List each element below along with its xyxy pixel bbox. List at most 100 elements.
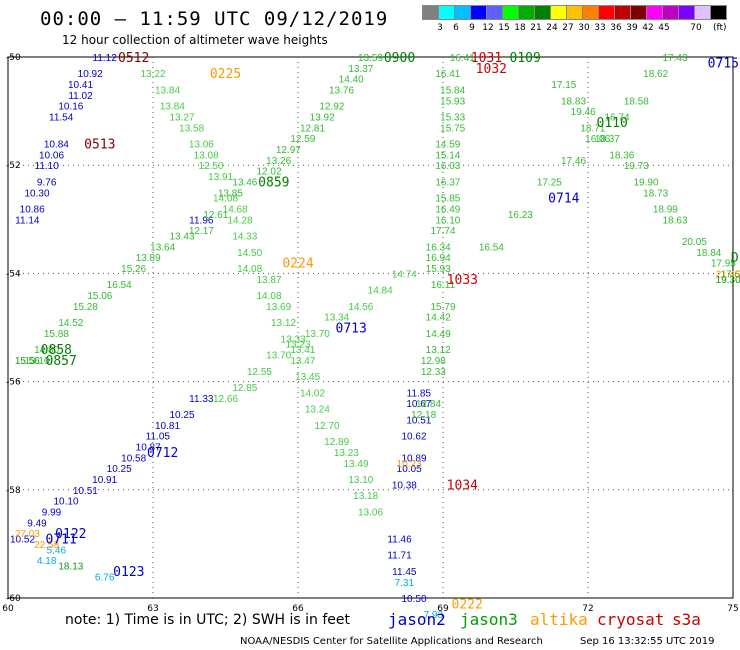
swh-value-jason3: 19.90 — [633, 177, 658, 188]
swh-value-jason3: 18.62 — [643, 69, 668, 80]
swh-value-jason3: 18.63 — [662, 215, 687, 226]
track-time-label: 0713 — [336, 322, 367, 337]
swh-value-jason3: 16.74 — [604, 113, 629, 124]
track-time-label: 0859 — [258, 175, 289, 190]
legend-item-cryosat: cryosat — [597, 610, 665, 629]
swh-value-jason3: 15.84 — [440, 85, 465, 96]
swh-value-jason2: 11.71 — [387, 551, 412, 562]
swh-value-light: 14.33 — [232, 232, 257, 243]
swh-value-jason3: 20.05 — [682, 237, 707, 248]
swh-value-jason3: 12.97 — [276, 145, 301, 156]
swh-value-green: 19.30 — [716, 275, 740, 286]
swh-value-jason3: 15.33 — [440, 113, 465, 124]
swh-value-light: 14.08 — [237, 264, 262, 275]
plot-frame — [7, 56, 734, 599]
swh-value-jason3: 13.92 — [310, 113, 335, 124]
swh-value-jason3: 15.28 — [73, 302, 98, 313]
swh-value-jason2: 11.46 — [387, 534, 412, 545]
swh-value-jason3: 13.43 — [169, 232, 194, 243]
swh-value-jason2: 11.12 — [93, 53, 118, 64]
track-time-label: 0109 — [510, 51, 541, 66]
track-time-label: 1034 — [447, 478, 478, 493]
track-time-label: 0225 — [210, 67, 241, 82]
chart-title: 00:00 – 11:59 UTC 09/12/2019 — [40, 8, 389, 30]
color-scale-tick: 18 — [514, 23, 526, 33]
swh-value-jason3: 12.18 — [411, 410, 436, 421]
swh-value-jason3: 16.54 — [479, 242, 504, 253]
x-tick-label: 63 — [147, 604, 158, 614]
footer-credit: NOAA/NESDIS Center for Satellite Applica… — [240, 636, 543, 647]
swh-value-jason2: 11.02 — [68, 91, 93, 102]
swh-value-jason3: 13.85 — [218, 188, 243, 199]
y-tick-label: -54 — [6, 269, 21, 279]
track-time-label: 0714 — [548, 192, 579, 207]
swh-value-jason3: 17.15 — [551, 80, 576, 91]
color-scale-tick: 42 — [642, 23, 654, 33]
swh-value-jason2: 9.76 — [37, 177, 57, 188]
swh-value-jason2: 11.96 — [189, 215, 214, 226]
swh-value-light: 13.49 — [343, 459, 368, 470]
swh-value-jason3: 13.37 — [348, 64, 373, 75]
swh-value-jason3: 17.43 — [662, 53, 687, 64]
color-scale-tick: 70 — [690, 23, 702, 33]
color-scale-tick: 3 — [437, 23, 443, 33]
swh-value-jason3: 14.59 — [435, 140, 460, 151]
swh-value-jason3: 12.33 — [421, 367, 446, 378]
swh-value-jason3: 12.92 — [319, 102, 344, 113]
swh-value-light: 13.33 — [281, 334, 306, 345]
swh-value-light: 12.85 — [232, 383, 257, 394]
swh-value-jason2: 10.06 — [39, 150, 64, 161]
swh-value-jason3: 17.46 — [561, 156, 586, 167]
swh-value-light: 13.34 — [324, 313, 349, 324]
swh-value-jason3: 12.02 — [256, 167, 281, 178]
track-time-label: 0513 — [84, 138, 115, 153]
swh-value-jason3: 15.14 — [435, 150, 460, 161]
swh-value-jason3: 16.37 — [435, 177, 460, 188]
swh-value-cyan: 7.31 — [395, 578, 415, 589]
swh-value-jason3: 19.46 — [571, 107, 596, 118]
color-scale-tick: 45 — [658, 23, 670, 33]
swh-value-light: 13.27 — [169, 113, 194, 124]
color-scale-tick: 24 — [546, 23, 558, 33]
swh-value-light: 14.74 — [392, 269, 417, 280]
swh-value-jason3: 18.73 — [643, 188, 668, 199]
swh-value-cyan: 5.46 — [47, 545, 67, 556]
swh-value-light: 13.84 — [160, 102, 185, 113]
track-time-label: 0715 — [708, 56, 739, 71]
swh-value-light: 13.70 — [266, 351, 291, 362]
swh-value-jason2: 10.16 — [58, 102, 83, 113]
y-tick-label: -60 — [6, 594, 21, 604]
swh-value-jason3: 15.88 — [44, 329, 69, 340]
legend-item-jason2: jason2 — [388, 610, 446, 629]
swh-value-jason3: 12.61 — [203, 210, 228, 221]
swh-value-jason2: 10.86 — [20, 204, 45, 215]
swh-value-jason3: 18.37 — [595, 134, 620, 145]
swh-value-light: 13.23 — [334, 448, 359, 459]
swh-value-cyan: 6.76 — [95, 572, 115, 583]
swh-value-jason3: 15.79 — [430, 302, 455, 313]
swh-value-light: 13.18 — [353, 491, 378, 502]
swh-value-light: 13.41 — [290, 345, 315, 356]
swh-value-jason3: 17.74 — [430, 226, 455, 237]
track-time-label: 0857 — [46, 354, 77, 369]
x-tick-label: 75 — [727, 604, 738, 614]
swh-value-jason2: 10.10 — [53, 497, 78, 508]
swh-value-light: 14.08 — [256, 291, 281, 302]
swh-value-jason2: 10.30 — [24, 188, 49, 199]
swh-value-jason2: 10.05 — [397, 464, 422, 475]
swh-value-jason2: 10.25 — [169, 410, 194, 421]
swh-value-jason3: 12.84 — [416, 399, 441, 410]
swh-value-jason3: 14.49 — [426, 329, 451, 340]
swh-value-jason3: 15.85 — [435, 194, 460, 205]
swh-value-jason3: 16.10 — [435, 215, 460, 226]
legend-item-s3a: s3a — [672, 610, 701, 629]
track-time-label: 0858 — [41, 343, 72, 358]
color-scale-tick: 27 — [562, 23, 574, 33]
track-time-label: D11 — [731, 251, 740, 266]
swh-value-jason3: 12.59 — [290, 134, 315, 145]
swh-value-jason3: 13.59 — [358, 53, 383, 64]
swh-value-jason2: 10.51 — [73, 486, 98, 497]
track-time-label: 0712 — [147, 446, 178, 461]
swh-value-jason3: 16.11 — [431, 280, 456, 291]
track-time-label: 0222 — [452, 597, 483, 612]
